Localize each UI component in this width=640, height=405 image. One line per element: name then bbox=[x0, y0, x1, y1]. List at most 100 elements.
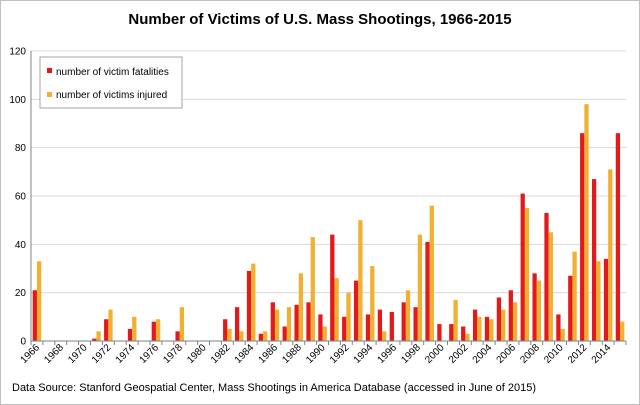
bar-fatalities bbox=[175, 331, 180, 341]
bar-fatalities bbox=[520, 193, 525, 341]
bar-fatalities bbox=[425, 241, 430, 341]
x-tick-label: 1992 bbox=[328, 342, 352, 366]
bar-injured bbox=[405, 290, 411, 341]
bar-injured bbox=[263, 331, 268, 341]
bar-fatalities bbox=[353, 280, 359, 341]
bar-injured bbox=[251, 263, 256, 341]
bar-injured bbox=[155, 319, 161, 341]
bar-injured bbox=[548, 232, 553, 341]
legend: number of victim fatalities number of vi… bbox=[39, 56, 183, 109]
bar-fatalities bbox=[246, 270, 252, 341]
bar-injured bbox=[334, 278, 339, 341]
x-tick-label: 2004 bbox=[471, 342, 495, 366]
bar-fatalities bbox=[603, 258, 609, 341]
bar-fatalities bbox=[389, 312, 394, 341]
bar-fatalities bbox=[437, 324, 442, 341]
x-tick-label: 1976 bbox=[138, 342, 162, 366]
bar-injured bbox=[512, 302, 518, 341]
bar-fatalities bbox=[568, 275, 573, 341]
bar-fatalities bbox=[556, 314, 561, 341]
bar-injured bbox=[322, 326, 327, 341]
bar-fatalities bbox=[294, 304, 299, 341]
bar-injured bbox=[572, 251, 577, 341]
bar-injured bbox=[501, 309, 506, 341]
bar-injured bbox=[620, 321, 625, 341]
x-tick-label: 1984 bbox=[233, 342, 257, 366]
x-tick-label: 2012 bbox=[566, 342, 590, 366]
bar-injured bbox=[453, 299, 458, 341]
bar-injured bbox=[489, 319, 494, 341]
y-tick-label: 100 bbox=[9, 95, 26, 106]
legend-box bbox=[39, 56, 183, 109]
x-tick-label: 1968 bbox=[42, 342, 66, 366]
bar-fatalities bbox=[234, 307, 240, 341]
bar-injured bbox=[358, 220, 363, 341]
bar-injured bbox=[560, 328, 565, 341]
bar-layer bbox=[32, 104, 625, 341]
bar-injured bbox=[239, 331, 244, 341]
bar-fatalities bbox=[270, 302, 275, 341]
bar-fatalities bbox=[580, 133, 585, 341]
bar-fatalities bbox=[544, 212, 549, 341]
x-tick-label: 2008 bbox=[518, 342, 542, 366]
bar-fatalities bbox=[484, 316, 490, 341]
x-tick-label: 1972 bbox=[90, 342, 114, 366]
x-tick-label: 1990 bbox=[304, 342, 328, 366]
bar-fatalities bbox=[461, 326, 466, 341]
bar-injured bbox=[179, 307, 185, 341]
bar-fatalities bbox=[377, 309, 383, 341]
bar-injured bbox=[417, 234, 423, 341]
bar-fatalities bbox=[104, 319, 109, 341]
bar-fatalities bbox=[342, 316, 347, 341]
bar-injured bbox=[274, 309, 280, 341]
bar-injured bbox=[536, 280, 542, 341]
x-tick-label: 2006 bbox=[495, 342, 519, 366]
x-tick-label: 2014 bbox=[590, 342, 614, 366]
bar-injured bbox=[382, 331, 387, 341]
x-tick-label: 1998 bbox=[399, 342, 423, 366]
bar-injured bbox=[584, 104, 589, 341]
x-tick-label: 1970 bbox=[66, 342, 90, 366]
y-tick-label: 120 bbox=[9, 47, 26, 58]
x-tick-label: 1986 bbox=[257, 342, 281, 366]
y-axis-ticks: 0 20 40 60 80 100 120 bbox=[9, 47, 26, 348]
bar-injured bbox=[524, 208, 530, 341]
bar-injured bbox=[429, 205, 434, 341]
y-tick-label: 80 bbox=[15, 143, 27, 154]
bar-fatalities bbox=[365, 314, 371, 341]
bar-injured bbox=[132, 316, 137, 341]
axes bbox=[30, 51, 627, 345]
x-tick-label: 1974 bbox=[114, 342, 138, 366]
bar-fatalities bbox=[306, 302, 311, 341]
bar-fatalities bbox=[413, 307, 418, 341]
bar-fatalities bbox=[615, 133, 621, 341]
bar-injured bbox=[465, 333, 470, 341]
legend-swatch-injured bbox=[47, 92, 52, 97]
bar-injured bbox=[36, 261, 42, 341]
legend-label-fatalities: number of victim fatalities bbox=[56, 67, 169, 78]
x-tick-label: 1994 bbox=[352, 342, 376, 366]
legend-label-injured: number of victims injured bbox=[56, 90, 167, 101]
y-tick-label: 0 bbox=[20, 337, 26, 348]
chart-title: Number of Victims of U.S. Mass Shootings… bbox=[128, 11, 511, 28]
bar-fatalities bbox=[449, 324, 454, 341]
bar-injured bbox=[96, 331, 101, 341]
x-tick-label: 1978 bbox=[161, 342, 185, 366]
bar-injured bbox=[477, 316, 482, 341]
x-axis-ticks: 1966 1968 1970 1972 1974 1976 1978 1980 1982 1984… bbox=[19, 342, 614, 366]
x-tick-label: 2000 bbox=[423, 342, 447, 366]
x-tick-label: 1980 bbox=[185, 342, 209, 366]
legend-swatch-fatalities bbox=[47, 68, 52, 73]
x-tick-label: 1996 bbox=[376, 342, 400, 366]
bar-fatalities bbox=[318, 314, 323, 341]
y-tick-label: 60 bbox=[15, 192, 27, 203]
bar-fatalities bbox=[151, 321, 156, 341]
bar-injured bbox=[596, 261, 601, 341]
x-tick-label: 1988 bbox=[280, 342, 304, 366]
bar-fatalities bbox=[532, 273, 537, 341]
x-tick-label: 2002 bbox=[447, 342, 471, 366]
x-tick-label: 2010 bbox=[542, 342, 566, 366]
source-note: Data Source: Stanford Geospatial Center,… bbox=[12, 382, 536, 394]
bar-fatalities bbox=[127, 328, 133, 341]
y-tick-label: 40 bbox=[15, 240, 27, 251]
